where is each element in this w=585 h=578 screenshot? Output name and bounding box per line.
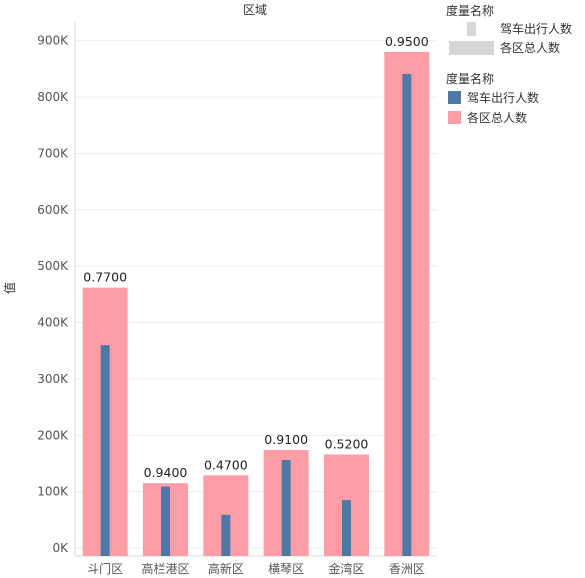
y-tick-label: 700K xyxy=(37,146,69,160)
legend-color-swatch-total xyxy=(448,111,461,124)
x-tick-label: 斗门区 xyxy=(87,561,123,576)
legend-size-swatch-large xyxy=(449,41,494,55)
y-tick-label: 900K xyxy=(37,34,69,48)
legend-color-item: 驾车出行人数 xyxy=(467,90,539,105)
data-labels: 0.7700 0.9400 0.4700 0.9100 0.5200 0.9500 xyxy=(83,34,428,480)
y-tick-label: 400K xyxy=(37,316,69,330)
y-tick-label: 800K xyxy=(37,90,69,104)
y-tick-label: 500K xyxy=(37,259,69,273)
y-tick-label: 300K xyxy=(37,372,69,386)
legend-color-swatch-driving xyxy=(448,91,461,104)
data-label: 0.5200 xyxy=(325,436,369,451)
bar-driving xyxy=(221,514,231,556)
y-axis-ticks: 0K 100K 200K 300K 400K 500K 600K 700K 800K 900K xyxy=(37,34,69,555)
bar-driving xyxy=(281,460,291,556)
x-tick-label: 金湾区 xyxy=(328,561,364,576)
data-label: 0.9400 xyxy=(144,465,188,480)
y-tick-label: 600K xyxy=(37,203,69,217)
y-axis-label: 值 xyxy=(2,282,17,294)
y-tick-label: 0K xyxy=(52,541,69,555)
y-tick-label: 200K xyxy=(37,428,69,442)
legend: 度量名称 驾车出行人数 各区总人数 度量名称 驾车出行人数 各区总人数 xyxy=(446,3,572,125)
x-tick-label: 高栏港区 xyxy=(141,561,189,576)
x-tick-label: 横琴区 xyxy=(268,562,304,576)
legend-size-item: 驾车出行人数 xyxy=(500,21,572,36)
bar-driving xyxy=(342,500,351,556)
legend-color-item: 各区总人数 xyxy=(467,110,527,125)
bar-driving xyxy=(100,345,110,556)
legend-color-heading: 度量名称 xyxy=(446,71,494,86)
chart-title: 区域 xyxy=(243,3,267,17)
data-label: 0.9500 xyxy=(385,34,429,49)
bar-driving xyxy=(402,73,412,557)
legend-size-swatch-small xyxy=(467,22,476,36)
data-label: 0.7700 xyxy=(83,270,127,285)
legend-size-item: 各区总人数 xyxy=(500,40,560,55)
bar-driving xyxy=(161,486,170,556)
x-tick-label: 高新区 xyxy=(208,561,244,576)
legend-size-heading: 度量名称 xyxy=(446,3,494,18)
x-axis-ticks: 斗门区 高栏港区 高新区 横琴区 金湾区 香洲区 xyxy=(87,561,425,576)
x-tick-label: 香洲区 xyxy=(389,562,425,576)
data-label: 0.4700 xyxy=(204,457,248,472)
bars xyxy=(82,52,430,557)
gridlines xyxy=(74,22,437,557)
data-label: 0.9100 xyxy=(264,432,308,447)
y-tick-label: 100K xyxy=(37,485,69,499)
